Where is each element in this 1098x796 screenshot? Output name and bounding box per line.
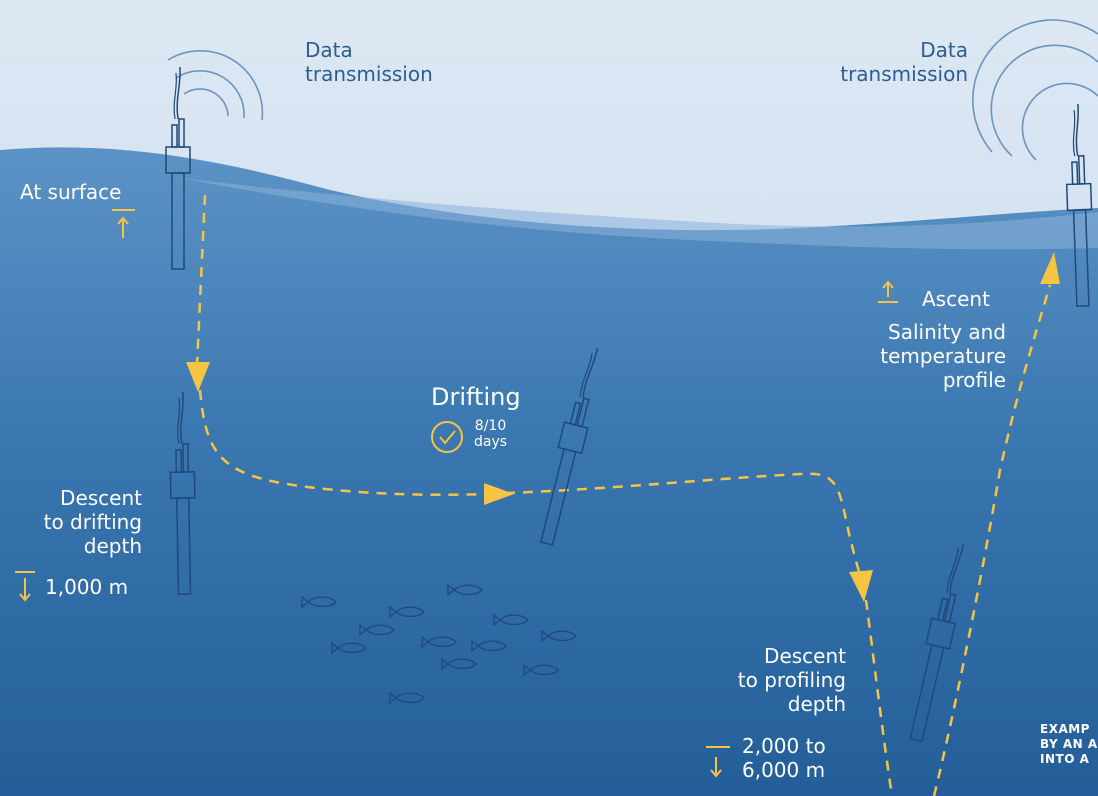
label-line: Descent <box>60 486 142 510</box>
label-line: Descent <box>764 644 846 668</box>
label-line: Data <box>305 38 353 62</box>
ocean <box>0 147 1098 796</box>
radio-waves-icon <box>167 50 264 121</box>
down-arrow-icon <box>706 746 730 778</box>
label-line: temperature <box>880 344 1006 368</box>
check-circle-icon <box>431 421 463 453</box>
at-surface-label: At surface <box>20 180 122 204</box>
up-arrow-icon <box>112 209 135 238</box>
label-line: transmission <box>305 62 433 86</box>
drifting-title: Drifting <box>431 383 521 411</box>
arrowhead <box>186 362 210 392</box>
descent-profiling-label: Descent to profiling depth <box>700 644 846 716</box>
profiling-depth-value: 2,000 to 6,000 m <box>742 734 826 782</box>
up-arrow-icon <box>878 280 898 303</box>
descent-drifting-label: Descent to drifting depth <box>10 486 142 558</box>
label-line: depth <box>83 534 142 558</box>
label-line: 2,000 to <box>742 734 826 758</box>
profile-label: Salinity and temperature profile <box>830 320 1006 392</box>
data-transmission-label-left: Data transmission <box>305 38 433 86</box>
label-line: transmission <box>840 62 968 86</box>
label-line: to profiling <box>737 668 846 692</box>
ascent-label: Ascent <box>922 287 990 311</box>
example-caption: EXAMP BY AN A INTO A <box>1040 722 1098 767</box>
duration-value: 8/10 <box>474 418 507 434</box>
duration-unit: days <box>474 434 508 450</box>
label-line: profile <box>942 368 1006 392</box>
arrowhead <box>484 483 514 505</box>
down-arrow-icon <box>15 571 35 602</box>
label-line: 6,000 m <box>742 758 826 782</box>
float-path <box>195 194 1052 796</box>
path-arrowheads <box>186 252 1060 602</box>
label-line: depth <box>787 692 846 716</box>
label-line: to drifting <box>43 510 142 534</box>
label-line: Salinity and <box>888 320 1006 344</box>
wave-highlight <box>180 178 1098 250</box>
drifting-duration: 8/10 days <box>474 418 507 450</box>
arrowhead <box>849 570 873 602</box>
data-transmission-label-right: Data transmission <box>816 38 968 86</box>
drifting-depth-value: 1,000 m <box>45 575 129 599</box>
caption-line: EXAMP <box>1040 722 1090 736</box>
caption-line: BY AN A <box>1040 737 1098 751</box>
caption-line: INTO A <box>1040 752 1090 766</box>
radio-waves-icon <box>972 19 1098 161</box>
label-line: Data <box>920 38 968 62</box>
arrowhead <box>1040 252 1060 284</box>
